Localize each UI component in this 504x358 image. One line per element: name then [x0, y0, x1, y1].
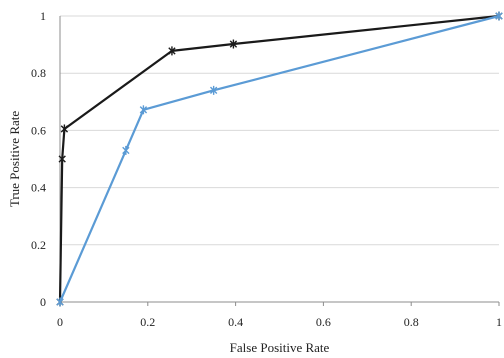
series-2-point [139, 105, 148, 115]
series-2-point [122, 145, 130, 155]
series-1-line [58, 14, 500, 303]
series-layer [56, 11, 503, 307]
y-tick-label: 0.8 [31, 66, 46, 80]
series-1-point [60, 124, 69, 134]
x-tick-label: 0 [57, 315, 63, 329]
y-tick-label: 1 [40, 9, 46, 23]
x-tick-label: 0.8 [404, 315, 419, 329]
y-axis-title: True Positive Rate [7, 111, 22, 208]
x-tick-label: 0.6 [316, 315, 331, 329]
x-tick-label: 0.4 [228, 315, 243, 329]
y-tick-label: 0.2 [31, 238, 46, 252]
y-tick-label: 0.6 [31, 123, 46, 137]
series-2-point [495, 11, 503, 21]
series-1-point [168, 46, 176, 56]
series-2-point [209, 85, 218, 95]
label-layer: 0 0.2 0.4 0.6 0.8 1 0 0.2 0.4 0.6 0.8 1 [31, 9, 502, 329]
y-tick-label: 0 [40, 295, 46, 309]
y-tick-label: 0.4 [31, 181, 46, 195]
series-1-point [58, 154, 66, 164]
x-tick-label: 1 [496, 315, 502, 329]
x-tick-label: 0.2 [140, 315, 155, 329]
x-axis-title: False Positive Rate [230, 340, 330, 355]
series-2-line [58, 14, 500, 303]
axis-layer [59, 16, 500, 306]
series-1-point [229, 39, 238, 49]
grid-layer [60, 15, 499, 246]
series-2-point [56, 297, 64, 307]
